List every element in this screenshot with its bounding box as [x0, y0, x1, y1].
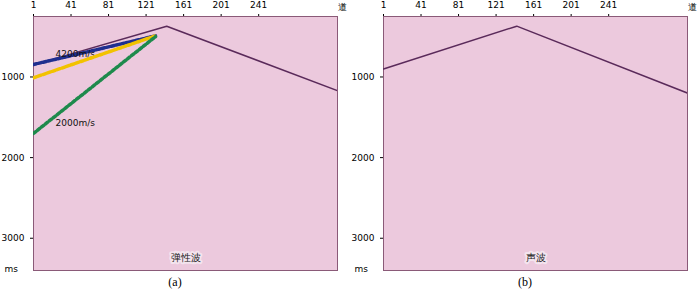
svg-text:2000m/s: 2000m/s: [56, 118, 96, 128]
svg-text:81: 81: [453, 0, 464, 10]
svg-text:201: 201: [563, 0, 580, 10]
svg-text:ms: ms: [355, 264, 369, 274]
svg-text:1000: 1000: [352, 72, 375, 82]
svg-text:201: 201: [213, 0, 230, 10]
svg-text:弹性波: 弹性波: [171, 252, 201, 263]
svg-text:121: 121: [137, 0, 154, 10]
html-text:(b): (b): [518, 275, 532, 289]
svg-text:121: 121: [487, 0, 504, 10]
svg-text:41: 41: [65, 0, 76, 10]
svg-text:ms: ms: [5, 264, 19, 274]
svg-text:81: 81: [103, 0, 114, 10]
svg-text:2000: 2000: [2, 152, 25, 162]
svg-text:241: 241: [250, 0, 267, 10]
svg-text:1000: 1000: [2, 72, 25, 82]
svg-text:161: 161: [175, 0, 192, 10]
svg-text:声波: 声波: [526, 252, 546, 263]
svg-text:2000: 2000: [352, 152, 375, 162]
svg-text:3000: 3000: [2, 233, 25, 243]
svg-text:1: 1: [31, 0, 37, 10]
svg-text:3000: 3000: [352, 233, 375, 243]
svg-text:161: 161: [525, 0, 542, 10]
svg-text:道: 道: [688, 2, 697, 12]
svg-text:41: 41: [415, 0, 426, 10]
svg-text:241: 241: [600, 0, 617, 10]
svg-text:1: 1: [381, 0, 387, 10]
svg-text:4200m/s: 4200m/s: [55, 49, 95, 60]
svg-text:道: 道: [338, 2, 347, 12]
html-text:(a): (a): [168, 275, 182, 289]
